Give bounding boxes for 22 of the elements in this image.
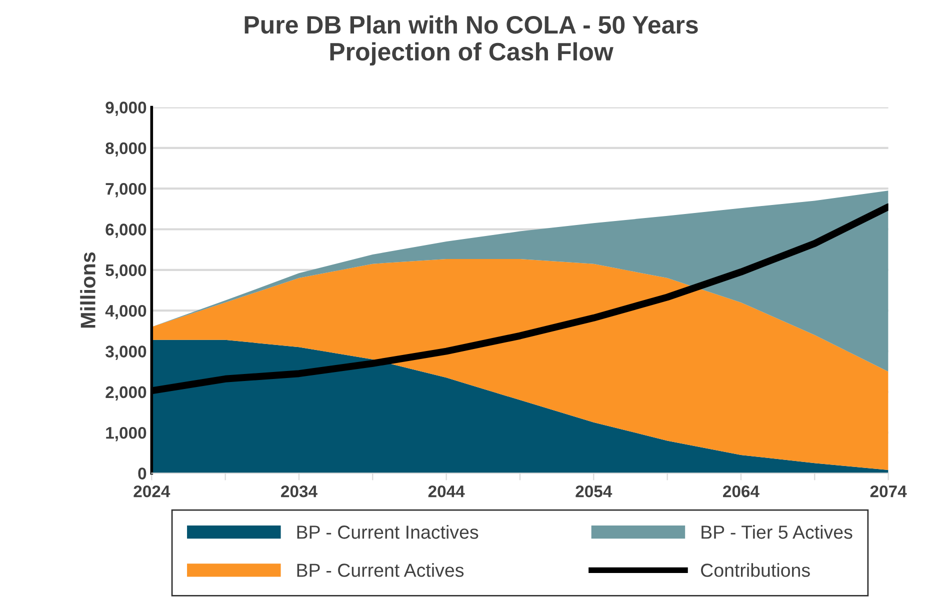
x-tick-label: 2044 [428,485,465,498]
x-tick-label: 2074 [870,485,907,498]
y-axis-title: Millions [80,252,96,328]
x-tick-label: 2054 [576,485,612,498]
legend-label: Contributions [701,563,810,577]
y-tick-label: 7,000 [106,183,146,198]
y-tick-label: 2,000 [106,386,146,401]
y-tick-label: 6,000 [106,224,146,238]
y-tick-label: 0 [138,468,146,480]
y-tick-label: 9,000 [106,102,146,116]
legend-label: BP - Tier 5 Actives [702,525,852,539]
y-tick-label: 5,000 [106,264,146,279]
x-tick-label: 2064 [723,485,760,498]
x-tick-label: 2024 [134,485,170,498]
legend-label: BP - Current Inactives [297,525,478,539]
x-tick-label: 2034 [281,485,318,498]
y-tick-label: 3,000 [105,346,146,360]
chart-title: Pure DB Plan with No COLA - 50 Years Projection of Cash Flow [244,15,698,66]
y-tick-label: 8,000 [106,142,146,157]
y-tick-label: 1,000 [106,426,146,442]
y-tick-label: 4,000 [105,304,146,320]
legend-label: BP - Current Actives [297,563,464,577]
